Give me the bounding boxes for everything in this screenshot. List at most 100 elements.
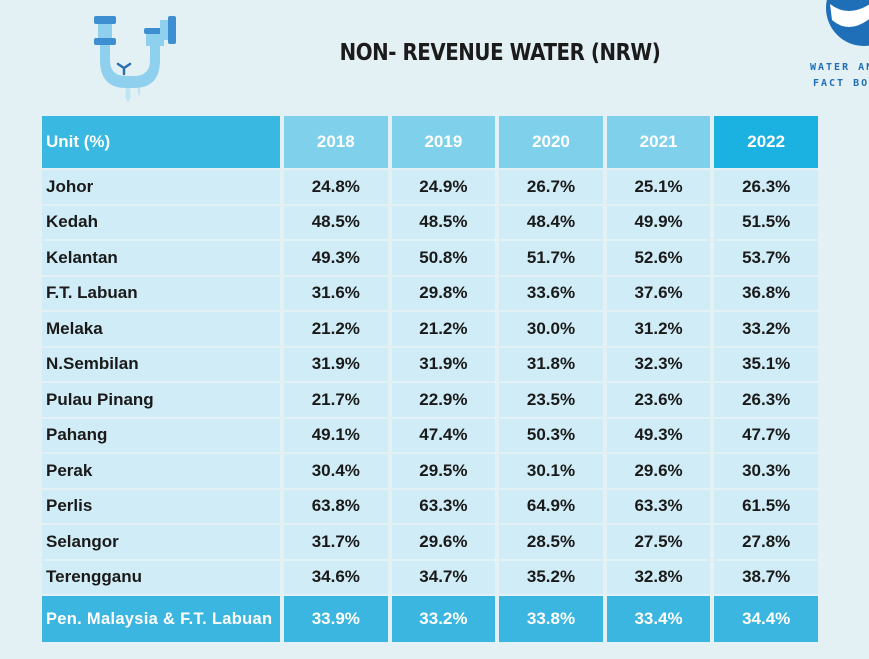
value-cell: 50.3% [499,418,603,452]
value-cell: 29.8% [391,276,496,310]
value-cell: 27.5% [606,525,711,559]
state-cell: Perlis [42,489,280,523]
value-cell: 51.5% [714,205,818,239]
value-cell: 53.7% [714,241,818,275]
value-cell: 28.5% [499,525,603,559]
value-cell: 49.1% [284,418,388,452]
value-cell: 31.8% [499,347,603,381]
value-cell: 63.8% [284,489,388,523]
value-cell: 26.3% [714,383,818,417]
brand-logo: WATER AND FACT BOOK [800,0,869,100]
value-cell: 24.9% [391,170,496,204]
value-cell: 25.1% [606,170,711,204]
value-cell: 61.5% [714,489,818,523]
value-cell: 33.9% [284,596,388,642]
state-cell: Pen. Malaysia & F.T. Labuan [42,596,280,642]
value-cell: 48.5% [391,205,496,239]
value-cell: 38.7% [714,560,818,594]
value-cell: 50.8% [391,241,496,275]
state-cell: Kedah [42,205,280,239]
water-pipe-icon [94,16,176,102]
value-cell: 31.6% [284,276,388,310]
value-cell: 32.8% [606,560,711,594]
value-cell: 32.3% [606,347,711,381]
value-cell: 21.2% [284,312,388,346]
year-header: 2021 [606,116,711,168]
table-row: Selangor 31.7% 29.6% 28.5% 27.5% 27.8% [42,525,818,559]
total-row: Pen. Malaysia & F.T. Labuan 33.9% 33.2% 33.… [42,596,818,642]
value-cell: 22.9% [391,383,496,417]
table-row: Perak 30.4% 29.5% 30.1% 29.6% 30.3% [42,454,818,488]
state-cell: Terengganu [42,560,280,594]
table-row: Johor 24.8% 24.9% 26.7% 25.1% 26.3% [42,170,818,204]
value-cell: 24.8% [284,170,388,204]
state-cell: Kelantan [42,241,280,275]
value-cell: 47.7% [714,418,818,452]
table-row: F.T. Labuan 31.6% 29.8% 33.6% 37.6% 36.8% [42,276,818,310]
value-cell: 33.6% [499,276,603,310]
table-row: N.Sembilan 31.9% 31.9% 31.8% 32.3% 35.1% [42,347,818,381]
value-cell: 30.0% [499,312,603,346]
state-cell: Pahang [42,418,280,452]
table-row: Kedah 48.5% 48.5% 48.4% 49.9% 51.5% [42,205,818,239]
state-cell: Pulau Pinang [42,383,280,417]
value-cell: 48.4% [499,205,603,239]
value-cell: 49.3% [606,418,711,452]
value-cell: 34.4% [714,596,818,642]
value-cell: 23.5% [499,383,603,417]
value-cell: 27.8% [714,525,818,559]
unit-header: Unit (%) [42,116,280,168]
value-cell: 33.2% [714,312,818,346]
table-row: Perlis 63.8% 63.3% 64.9% 63.3% 61.5% [42,489,818,523]
value-cell: 48.5% [284,205,388,239]
value-cell: 30.3% [714,454,818,488]
brand-line-1: WATER AND [810,62,869,73]
value-cell: 35.1% [714,347,818,381]
state-cell: Perak [42,454,280,488]
value-cell: 30.1% [499,454,603,488]
table-row: Terengganu 34.6% 34.7% 35.2% 32.8% 38.7% [42,560,818,594]
value-cell: 21.2% [391,312,496,346]
value-cell: 64.9% [499,489,603,523]
value-cell: 35.2% [499,560,603,594]
year-header: 2019 [391,116,496,168]
value-cell: 34.7% [391,560,496,594]
table-row: Melaka 21.2% 21.2% 30.0% 31.2% 33.2% [42,312,818,346]
table-header-row: Unit (%) 2018 2019 2020 2021 2022 [42,116,818,168]
value-cell: 31.2% [606,312,711,346]
value-cell: 26.7% [499,170,603,204]
value-cell: 26.3% [714,170,818,204]
value-cell: 63.3% [606,489,711,523]
value-cell: 49.3% [284,241,388,275]
value-cell: 31.9% [284,347,388,381]
brand-wave-icon [826,0,869,46]
state-cell: F.T. Labuan [42,276,280,310]
value-cell: 29.6% [391,525,496,559]
nrw-table: Unit (%) 2018 2019 2020 2021 2022 Johor 2… [38,114,822,644]
page-title: NON- REVENUE WATER (NRW) [339,40,661,66]
value-cell: 36.8% [714,276,818,310]
state-cell: Selangor [42,525,280,559]
value-cell: 29.5% [391,454,496,488]
value-cell: 49.9% [606,205,711,239]
state-cell: N.Sembilan [42,347,280,381]
value-cell: 51.7% [499,241,603,275]
year-header: 2022 [714,116,818,168]
value-cell: 31.7% [284,525,388,559]
value-cell: 23.6% [606,383,711,417]
value-cell: 30.4% [284,454,388,488]
value-cell: 33.2% [391,596,496,642]
table-row: Pulau Pinang 21.7% 22.9% 23.5% 23.6% 26.3% [42,383,818,417]
table-row: Pahang 49.1% 47.4% 50.3% 49.3% 47.7% [42,418,818,452]
value-cell: 52.6% [606,241,711,275]
value-cell: 21.7% [284,383,388,417]
year-header: 2018 [284,116,388,168]
value-cell: 37.6% [606,276,711,310]
state-cell: Johor [42,170,280,204]
state-cell: Melaka [42,312,280,346]
value-cell: 29.6% [606,454,711,488]
value-cell: 47.4% [391,418,496,452]
value-cell: 33.4% [606,596,711,642]
brand-line-2: FACT BOOK [813,78,869,89]
year-header: 2020 [499,116,603,168]
